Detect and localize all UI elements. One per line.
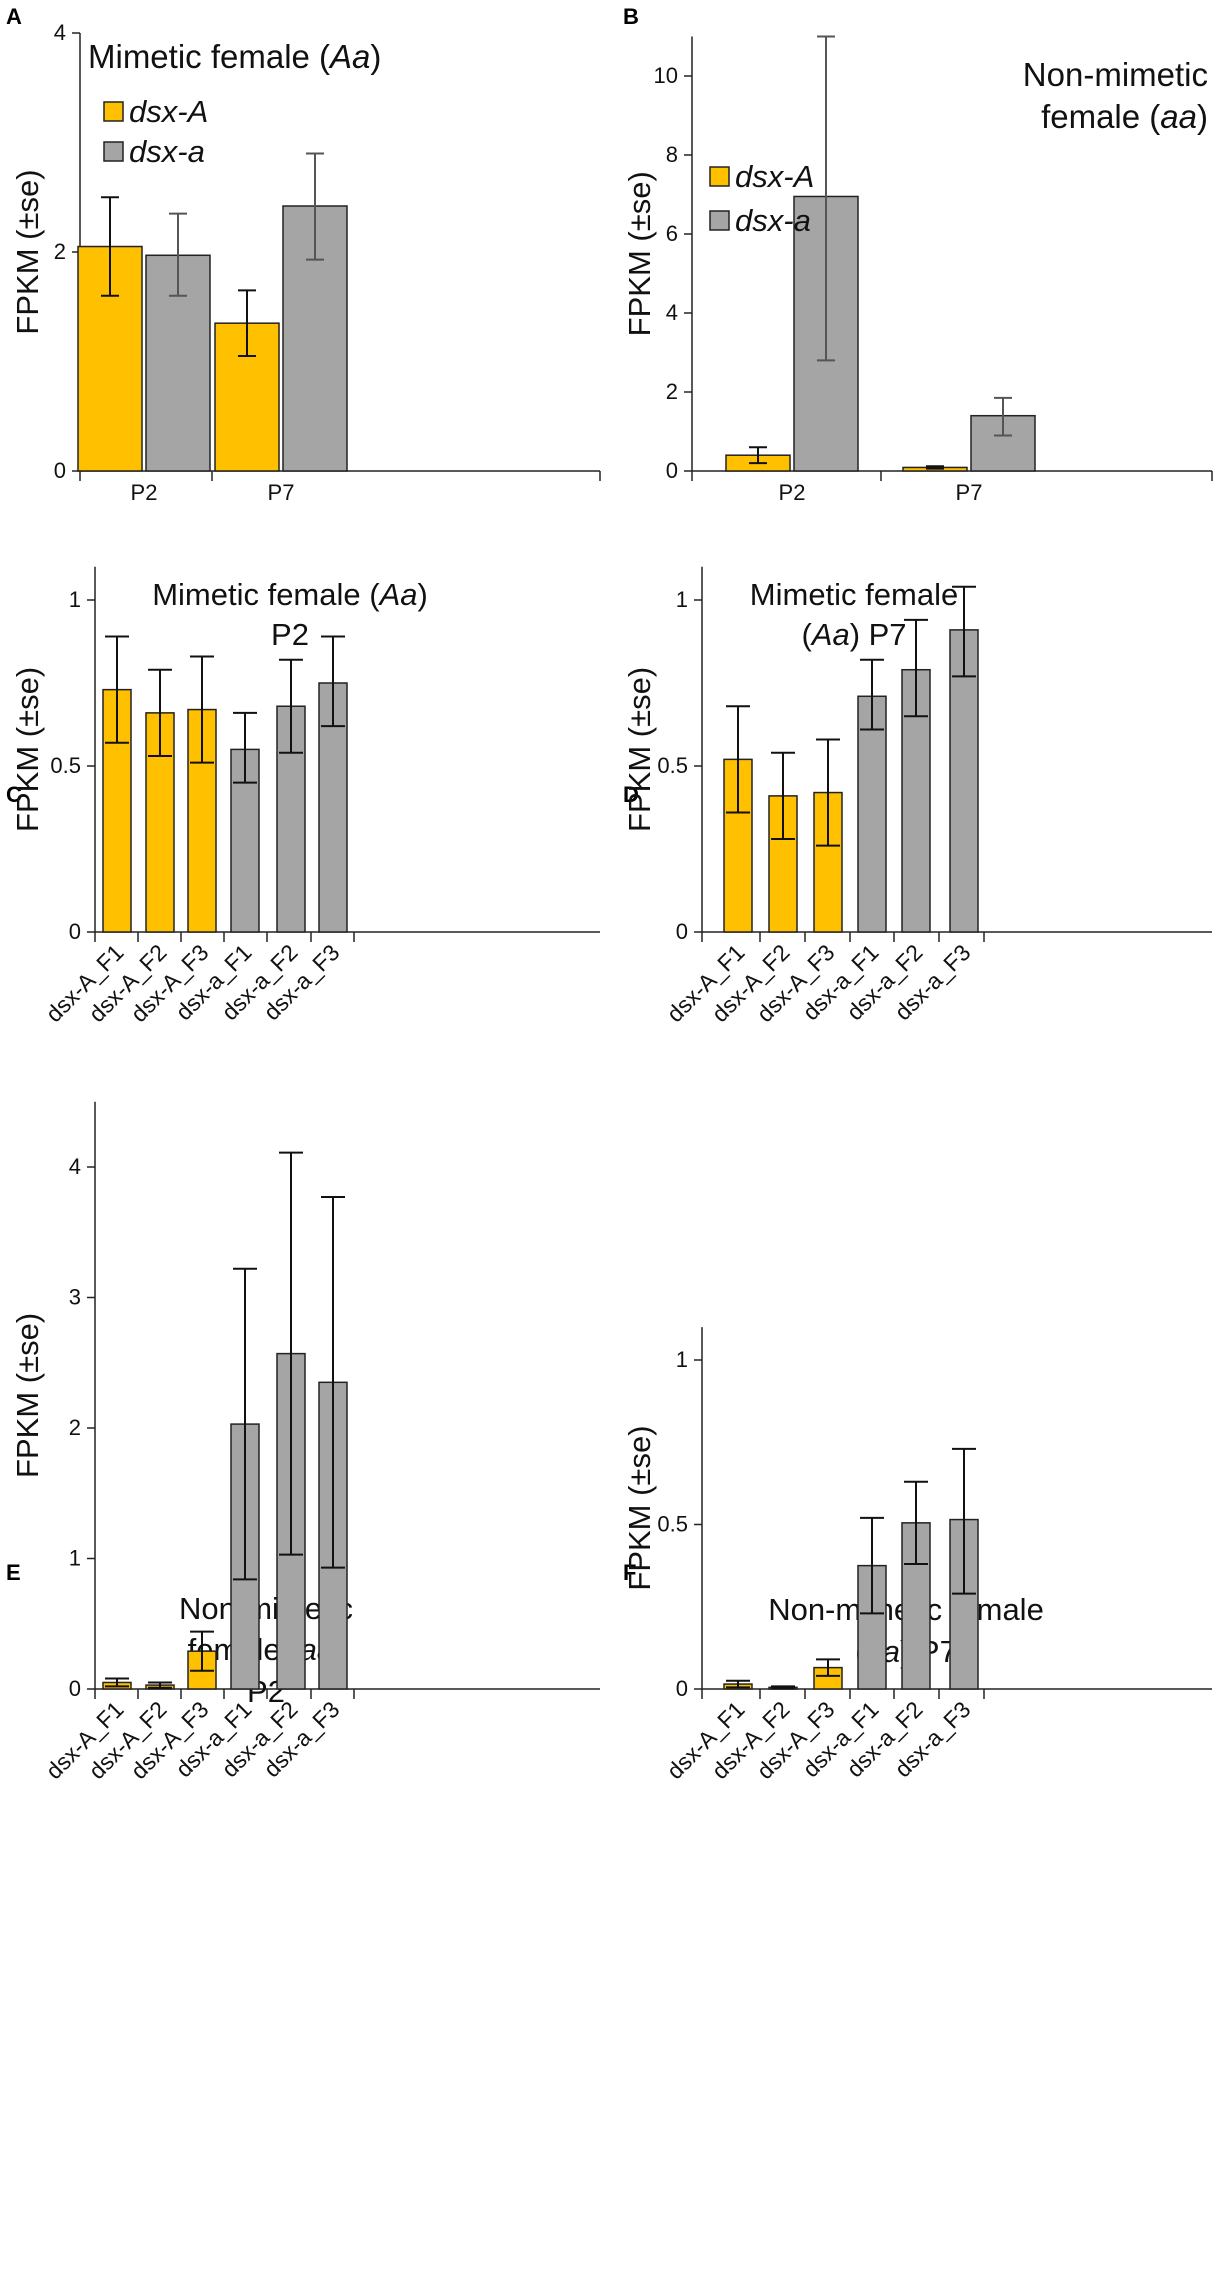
panel-label-a: A bbox=[6, 4, 22, 29]
y-tick-label: 0 bbox=[54, 458, 66, 483]
legend-swatch bbox=[709, 210, 730, 231]
y-tick-label: 10 bbox=[654, 63, 678, 88]
chart-panel-b: FPKM (±se) 0 2 4 6 8 10 Non-mimetic female (aa) P… bbox=[612, 0, 1225, 780]
legend-swatch bbox=[103, 141, 124, 162]
x-category-label: P7 bbox=[956, 480, 983, 505]
x-category-label: P7 bbox=[268, 480, 295, 505]
y-tick-label: 4 bbox=[54, 20, 66, 45]
y-axis-label: FPKM (±se) bbox=[10, 667, 45, 832]
y-tick-label: 0 bbox=[676, 919, 688, 944]
chart-panel-c: FPKM (±se) 0 0.5 1 Mimetic female (Aa) P2 dsx-… bbox=[0, 566, 612, 1560]
y-tick-label: 2 bbox=[54, 239, 66, 264]
chart-title-line: Mimetic female bbox=[750, 577, 958, 612]
y-tick-label: 2 bbox=[666, 379, 678, 404]
bar-dsx-a-f2 bbox=[768, 795, 798, 933]
y-axis-label: FPKM (±se) bbox=[10, 169, 45, 334]
chart-title-line: Non-mimetic bbox=[1023, 56, 1208, 93]
chart-title-line: female (aa) bbox=[1041, 98, 1208, 135]
chart-a-svg: FPKM (±se) 0 2 4 Mimetic female (Aa) P2 P7 dsx-… bbox=[10, 20, 601, 505]
y-tick-label: 1 bbox=[676, 587, 688, 612]
y-tick-label: 0.5 bbox=[657, 753, 688, 778]
chart-panel-a: FPKM (±se) 0 2 4 Mimetic female (Aa) P2 P7 dsx-… bbox=[0, 0, 612, 780]
chart-title-line: P2 bbox=[271, 617, 309, 652]
y-tick-label: 1 bbox=[676, 1347, 688, 1372]
y-tick-label: 4 bbox=[69, 1154, 81, 1179]
y-tick-label: 0 bbox=[69, 919, 81, 944]
chart-c-svg: FPKM (±se)00.51 Mimetic female (Aa)P2dsx-… bbox=[10, 566, 600, 1027]
panel-label-c: C bbox=[6, 782, 22, 807]
legend-swatch bbox=[103, 101, 124, 122]
y-tick-label: 0.5 bbox=[657, 1512, 688, 1537]
panel-label-f: F bbox=[623, 1560, 637, 1585]
y-tick-label: 2 bbox=[69, 1415, 81, 1440]
panel-label-b: B bbox=[623, 4, 639, 29]
bar-dsx-a-f3 bbox=[949, 629, 979, 933]
y-axis-label: FPKM (±se) bbox=[622, 1425, 657, 1590]
legend-swatch bbox=[709, 166, 730, 187]
y-tick-label: 4 bbox=[666, 300, 678, 325]
legend-entry: dsx-A bbox=[129, 94, 208, 129]
y-tick-label: 3 bbox=[69, 1285, 81, 1310]
chart-b-svg: FPKM (±se) 0 2 4 6 8 10 Non-mimetic female (aa) P… bbox=[622, 35, 1213, 505]
chart-d-svg: FPKM (±se)00.51 Mimetic female(Aa) P7dsx-… bbox=[622, 566, 1212, 1027]
y-tick-label: 0.5 bbox=[50, 753, 81, 778]
y-tick-label: 0 bbox=[676, 1676, 688, 1701]
y-axis-label: FPKM (±se) bbox=[10, 1313, 45, 1478]
chart-panel-d: FPKM (±se) 0 0.5 1 Mimetic female (Aa) P7 dsx-… bbox=[612, 566, 1225, 1560]
chart-title-line: Mimetic female (Aa) bbox=[88, 38, 381, 75]
y-axis-label: FPKM (±se) bbox=[622, 171, 657, 336]
y-tick-label: 1 bbox=[69, 587, 81, 612]
bar-dsx-a-f1 bbox=[857, 695, 887, 933]
legend-entry: dsx-A bbox=[735, 159, 814, 194]
y-tick-label: 6 bbox=[666, 221, 678, 246]
y-tick-label: 8 bbox=[666, 142, 678, 167]
x-category-label: P2 bbox=[779, 480, 806, 505]
y-tick-label: 1 bbox=[69, 1546, 81, 1571]
y-tick-label: 0 bbox=[666, 458, 678, 483]
panel-label-e: E bbox=[6, 1560, 21, 1585]
y-axis-label: FPKM (±se) bbox=[622, 667, 657, 832]
y-tick-label: 0 bbox=[69, 1676, 81, 1701]
x-category-label: P2 bbox=[131, 480, 158, 505]
legend-entry: dsx-a bbox=[735, 203, 811, 238]
panel-label-d: D bbox=[623, 782, 639, 807]
chart-title-line: (Aa) P7 bbox=[801, 617, 906, 652]
chart-title-line: Mimetic female (Aa) bbox=[152, 577, 428, 612]
legend-entry: dsx-a bbox=[129, 134, 205, 169]
